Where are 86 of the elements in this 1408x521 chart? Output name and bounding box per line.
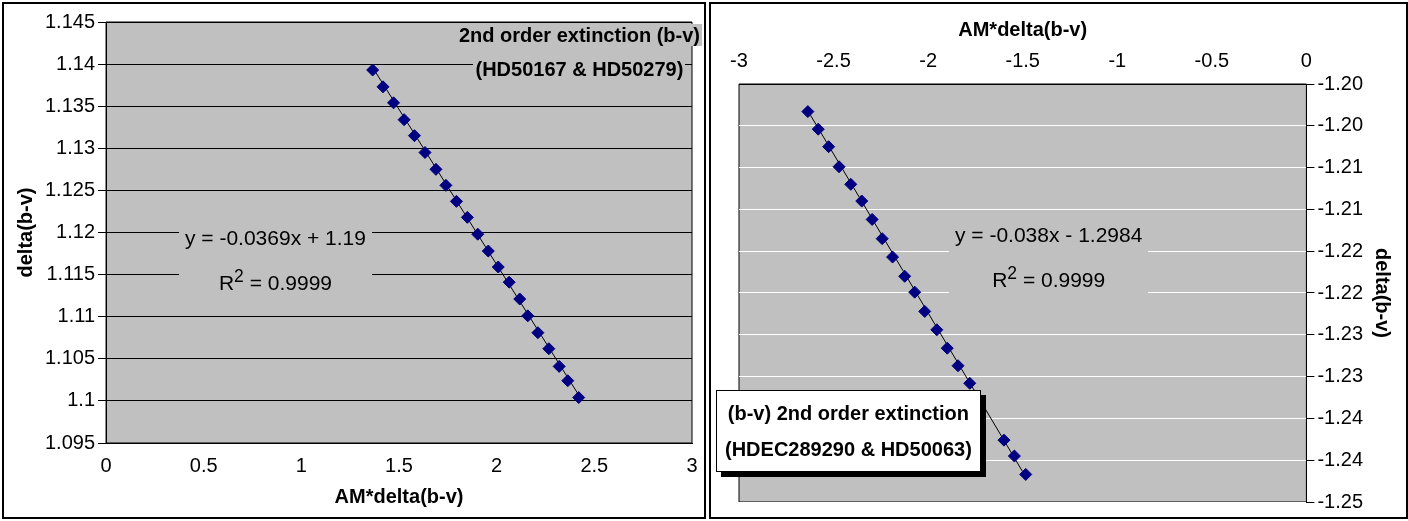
point (521, 309, 535, 323)
point (811, 122, 825, 136)
point (397, 113, 411, 127)
y-tick-label: 1.1 (67, 388, 96, 411)
point (376, 80, 390, 94)
x-tick-label: 0 (100, 453, 112, 476)
point (908, 285, 922, 299)
text: (b-v) 2nd order extinction (HDEC289290 & HD50063) (724, 402, 973, 460)
y-tick-label: -1.24 (1317, 405, 1364, 428)
point (963, 376, 977, 390)
point (1007, 449, 1021, 463)
x-tick-label: -2 (919, 48, 938, 71)
point (875, 232, 889, 246)
point (502, 275, 516, 289)
annotation: R$^{2}$ = 0.9999 (991, 262, 1107, 293)
x-tick-label: -1 (1108, 48, 1127, 71)
point (513, 292, 527, 306)
y-tick-label: 1.13 (56, 135, 96, 158)
annotation: y = -0.038x - 1.2984 (955, 222, 1143, 248)
point (572, 391, 586, 405)
x-tick-label: 0.5 (189, 453, 218, 476)
point (997, 433, 1011, 447)
x-tick-label: 1.5 (385, 453, 413, 476)
y-tick-label: -1.23 (1317, 364, 1364, 387)
point (542, 342, 556, 356)
y-tick-label: -1.21 (1317, 196, 1364, 219)
point (429, 162, 443, 176)
x-tick-label: 1 (295, 453, 307, 476)
annotation: y = -0.0369x + 1.19 (185, 225, 366, 251)
y-tick-label: 1.145 (44, 9, 96, 32)
x-tick-label: -2.5 (816, 48, 851, 71)
x-tick-label: -3 (730, 48, 748, 71)
point (460, 210, 474, 224)
y-tick-label: -1.22 (1317, 280, 1364, 303)
y-tick-label: -1.23 (1317, 322, 1364, 345)
y-axis-title: delta(b-v) (1372, 248, 1395, 338)
point (898, 269, 912, 283)
point (918, 304, 932, 318)
y-tick-label: 1.125 (44, 177, 96, 200)
x-tick-label: 2.5 (580, 453, 609, 476)
y-tick-label: -1.20 (1317, 113, 1364, 136)
y-tick-label: 1.105 (44, 346, 96, 369)
annotation: R$^{2}$ = 0.9999 (217, 265, 333, 296)
point (832, 160, 846, 174)
point (418, 146, 432, 160)
point (940, 341, 954, 355)
point (886, 250, 900, 264)
y-tick-label: 1.12 (56, 220, 96, 243)
point (387, 96, 401, 110)
y-tick-label: -1.22 (1317, 238, 1364, 261)
y-tick-label: 1.115 (46, 262, 96, 285)
y-axis-title: delta(b-v) (13, 187, 36, 278)
y-tick-label: 1.11 (57, 304, 96, 327)
y-tick-label: 1.135 (44, 93, 96, 116)
point (481, 244, 495, 258)
point (439, 178, 453, 192)
point (801, 105, 815, 119)
point (449, 194, 463, 208)
point (822, 140, 836, 154)
y-tick-label: -1.20 (1317, 71, 1364, 94)
x-tick-label: 0 (1300, 48, 1312, 71)
y-tick-label: -1.25 (1317, 489, 1364, 512)
point (930, 323, 944, 337)
point (531, 326, 545, 340)
y-tick-label: -1.21 (1317, 155, 1364, 178)
point (491, 260, 505, 274)
point (1019, 467, 1033, 481)
point (471, 227, 485, 241)
x-tick-label: -0.5 (1194, 48, 1230, 71)
point (844, 177, 858, 191)
point (366, 63, 380, 77)
point (855, 194, 869, 208)
point (407, 129, 421, 143)
x-axis-title: AM*delta(b-v) (958, 17, 1088, 40)
point (951, 359, 965, 373)
y-tick-label: -1.24 (1317, 447, 1364, 470)
x-tick-label: 2 (491, 453, 503, 476)
point (552, 359, 566, 373)
point (561, 374, 575, 388)
x-tick-label: -1.5 (1005, 48, 1040, 71)
point (865, 212, 879, 226)
y-tick-label: 1.095 (44, 430, 96, 453)
y-tick-label: 1.14 (56, 51, 96, 74)
text: 2nd order extinction (b-v) (HD50167 & HD50279) (457, 24, 701, 80)
x-tick-label: 3 (686, 453, 698, 476)
x-axis-title: AM*delta(b-v) (334, 484, 464, 507)
